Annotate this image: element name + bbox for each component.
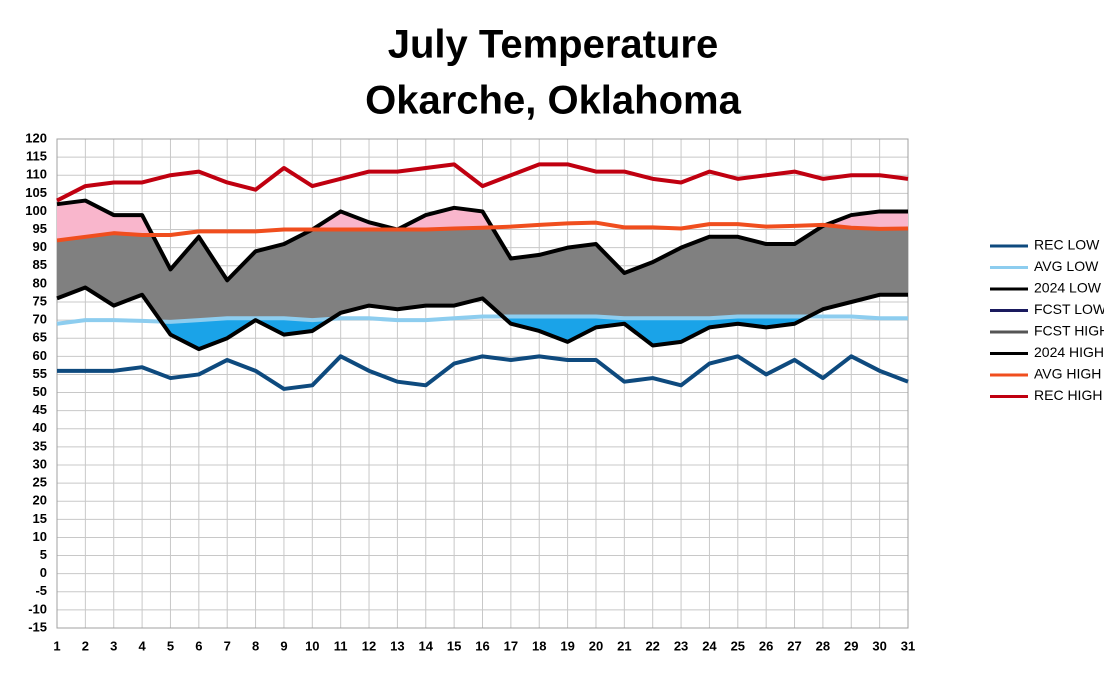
x-tick-label: 31 [901,638,915,653]
x-tick-label: 1 [53,638,60,653]
legend-label: AVG HIGH [1034,366,1101,382]
x-tick-label: 2 [82,638,89,653]
x-tick-label: 14 [419,638,434,653]
x-tick-label: 25 [731,638,745,653]
x-tick-label: 24 [702,638,717,653]
y-tick-label: 100 [25,203,47,218]
x-tick-label: 4 [138,638,146,653]
x-tick-label: 9 [280,638,287,653]
y-tick-label: 105 [25,185,47,200]
y-tick-label: 70 [33,312,47,327]
y-tick-label: 50 [33,384,47,399]
y-tick-label: 40 [33,420,47,435]
y-tick-label: -5 [35,583,47,598]
x-tick-label: 6 [195,638,202,653]
chart-title: July Temperature [388,23,719,67]
y-tick-label: 25 [33,475,47,490]
x-tick-label: 26 [759,638,773,653]
x-tick-label: 22 [645,638,659,653]
series-line [56,162,909,203]
legend-label: REC LOW [1034,237,1100,253]
y-tick-label: 75 [33,293,47,308]
series-line [57,354,909,391]
x-tick-label: 28 [816,638,830,653]
x-tick-label: 21 [617,638,631,653]
y-tick-label: 45 [33,402,47,417]
x-tick-label: 13 [390,638,404,653]
y-tick-label: 90 [33,239,47,254]
y-tick-label: 80 [33,275,47,290]
series-line [56,220,909,243]
series-line [56,198,908,283]
y-tick-label: 15 [33,511,47,526]
x-tick-label: 7 [224,638,231,653]
y-tick-label: -10 [28,601,47,616]
x-tick-label: 17 [504,638,518,653]
y-tick-label: 10 [33,529,47,544]
legend-label: FCST LOW [1034,301,1104,317]
x-tick-label: 16 [475,638,489,653]
y-tick-label: 60 [33,348,47,363]
chart-subtitle: Okarche, Oklahoma [365,79,741,123]
y-tick-label: 5 [40,547,47,562]
legend-label: 2024 LOW [1034,280,1102,296]
legend-label: AVG LOW [1034,258,1099,274]
y-tick-label: 85 [33,257,47,272]
x-tick-label: 5 [167,638,174,653]
y-tick-label: 55 [33,366,47,381]
x-tick-label: 11 [334,638,348,653]
x-tick-label: 12 [362,638,376,653]
y-tick-label: 35 [33,438,47,453]
x-tick-label: 18 [532,638,546,653]
y-tick-label: 110 [26,167,47,182]
y-tick-label: 30 [33,456,47,471]
y-tick-label: 95 [33,221,47,236]
x-tick-label: 10 [305,638,319,653]
x-tick-label: 23 [674,638,688,653]
x-tick-label: 3 [110,638,117,653]
y-tick-label: 65 [33,330,47,345]
y-tick-label: -15 [28,619,47,634]
x-tick-label: 19 [560,638,574,653]
y-tick-label: 115 [26,149,47,164]
x-tick-label: 30 [872,638,886,653]
x-tick-label: 20 [589,638,603,653]
x-tick-label: 8 [252,638,259,653]
x-tick-label: 27 [787,638,801,653]
y-tick-label: 0 [40,565,47,580]
y-tick-label: 120 [25,130,47,145]
series-line [56,285,908,352]
x-tick-label: 15 [447,638,461,653]
x-tick-label: 29 [844,638,858,653]
y-tick-label: 20 [33,493,47,508]
legend-label: FCST HIGH [1034,323,1104,339]
series-line [56,314,908,326]
plot-border [56,138,909,629]
legend-label: REC HIGH [1034,387,1102,403]
legend-label: 2024 HIGH [1034,344,1104,360]
